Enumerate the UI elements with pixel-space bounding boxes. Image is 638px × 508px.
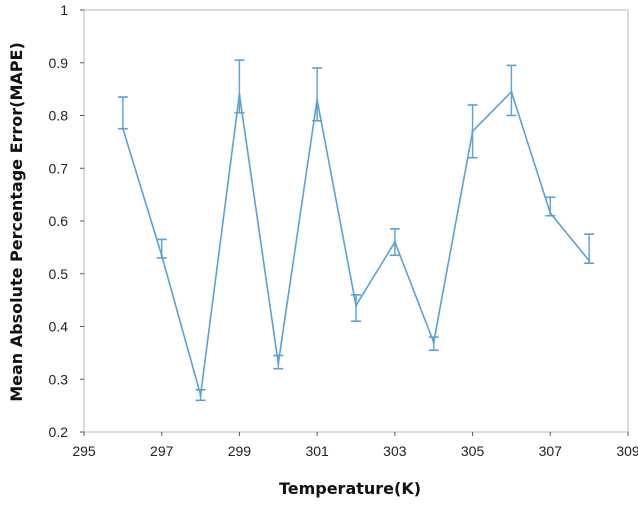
x-tick-label: 295 (72, 443, 96, 459)
y-tick-label: 0.7 (49, 160, 69, 176)
x-axis: 295 297 299 301 303 305 307 309 (72, 432, 638, 459)
y-axis-title: Mean Absolute Percentage Error(MAPE) (7, 42, 26, 402)
y-tick-label: 0.9 (49, 55, 69, 71)
x-tick-label: 309 (616, 443, 638, 459)
x-tick-label: 307 (539, 443, 563, 459)
y-axis: 0.2 0.3 0.4 0.5 0.6 0.7 0.8 0.9 1 (49, 2, 84, 440)
x-tick-label: 303 (383, 443, 407, 459)
x-tick-label: 299 (228, 443, 252, 459)
y-tick-label: 0.3 (49, 371, 69, 387)
x-tick-label: 305 (461, 443, 485, 459)
error-bars (117, 59, 595, 402)
x-tick-label: 301 (305, 443, 329, 459)
y-tick-label: 1 (60, 2, 68, 18)
y-tick-label: 0.5 (49, 266, 69, 282)
y-tick-label: 0.8 (49, 108, 69, 124)
y-tick-label: 0.2 (49, 424, 69, 440)
x-tick-label: 297 (150, 443, 174, 459)
y-tick-label: 0.6 (49, 213, 69, 229)
y-tick-label: 0.4 (49, 319, 69, 335)
x-axis-title: Temperature(K) (279, 479, 421, 498)
plot-frame (83, 9, 629, 433)
